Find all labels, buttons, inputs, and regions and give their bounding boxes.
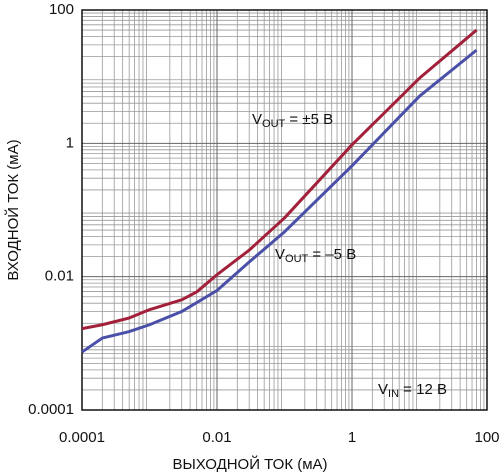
annotation-sub: OUT — [285, 253, 309, 265]
annotation-sub: OUT — [262, 118, 286, 130]
x-axis-label: ВЫХОДНОЙ ТОК (мА) — [172, 455, 327, 473]
y-tick-label: 100 — [49, 1, 74, 18]
x-tick-label: 1 — [348, 429, 356, 446]
annotation-sub: IN — [388, 388, 399, 400]
data-line — [81, 28, 478, 331]
data-line — [81, 48, 478, 354]
plot-frame — [81, 9, 488, 411]
annotation: VOUT = –5 В — [275, 246, 356, 265]
annotation-rest: = ±5 В — [285, 111, 333, 128]
annotation-rest: = –5 В — [308, 246, 356, 263]
y-tick-label: 1 — [66, 134, 74, 151]
y-tick-label: 0.0001 — [28, 401, 74, 418]
annotation-main: V — [378, 381, 388, 398]
x-tick-label: 0.01 — [202, 429, 231, 446]
annotation: VIN = 12 В — [378, 381, 447, 400]
annotation-main: V — [275, 246, 285, 263]
annotation-main: V — [252, 111, 262, 128]
annotation-rest: = 12 В — [399, 381, 447, 398]
y-tick-label: 0.01 — [45, 268, 74, 285]
x-tick-label: 0.0001 — [59, 429, 105, 446]
x-tick-label: 100 — [474, 429, 499, 446]
annotation: VOUT = ±5 В — [252, 111, 333, 130]
y-axis-label: ВХОДНОЙ ТОК (мА) — [4, 139, 22, 280]
